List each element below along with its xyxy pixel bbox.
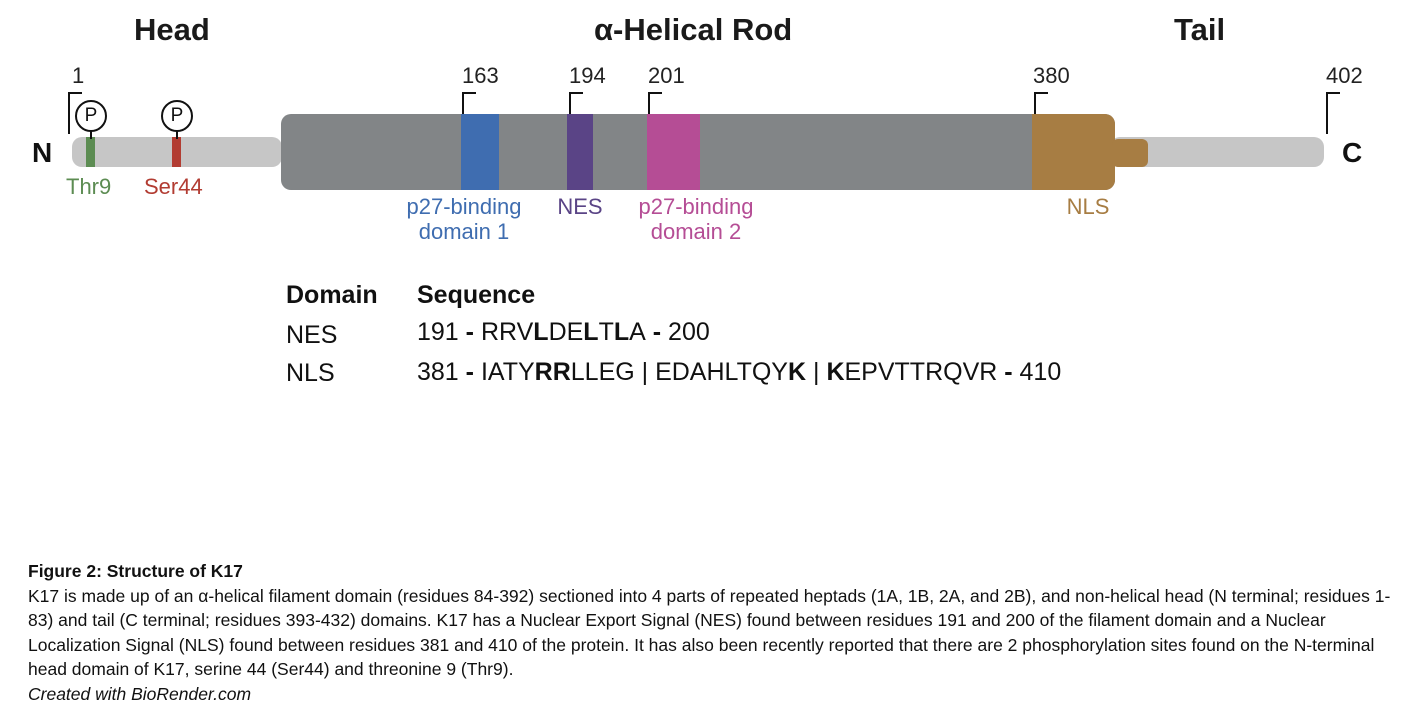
residue-number-163: 163 xyxy=(462,63,499,88)
sequence-residues: | xyxy=(806,358,827,386)
table-row-nes-sequence: 191 - RRVLDELTLA - 200 xyxy=(417,318,710,347)
bracket-201 xyxy=(648,92,662,114)
residue-number-201: 201 xyxy=(648,63,685,88)
caption-title: Figure 2: Structure of K17 xyxy=(28,561,243,581)
sequence-dash: - xyxy=(645,318,669,346)
p27-binding-domain-2-label-line1: p27-binding xyxy=(638,194,754,219)
sequence-end: 200 xyxy=(668,318,710,346)
bracket-380 xyxy=(1034,92,1048,114)
region-label-tail: Tail xyxy=(1174,12,1226,47)
p27-binding-domain-2-label: p27-binding domain 2 xyxy=(626,194,766,244)
residue-number-194: 194 xyxy=(569,63,606,88)
bracket-194 xyxy=(569,92,583,114)
bracket-402 xyxy=(1326,92,1340,134)
sequence-start: 381 xyxy=(417,358,459,386)
table-header-sequence: Sequence xyxy=(417,281,536,309)
sequence-start: 191 xyxy=(417,318,459,346)
sequence-residues: IATY xyxy=(480,358,535,386)
table-row-nes-domain: NES xyxy=(286,321,338,349)
sequence-residues: A xyxy=(629,318,646,346)
nes-label: NES xyxy=(557,194,603,219)
table-row-nls-sequence: 381 - IATYRRLLEG | EDAHLTQYK | KEPVTTRQV… xyxy=(417,358,1061,387)
ser44-stem xyxy=(176,131,178,139)
sequence-key-residue: RR xyxy=(534,358,571,386)
sequence-key-residue: L xyxy=(533,318,549,346)
sequence-residues: DE xyxy=(548,318,584,346)
sequence-key-residue: L xyxy=(583,318,599,346)
n-terminus-label: N xyxy=(32,137,53,168)
ser44-label: Ser44 xyxy=(144,174,203,199)
c-terminus-label: C xyxy=(1342,137,1363,168)
p27-binding-domain-1-label-line2: domain 1 xyxy=(418,219,510,244)
thr9-site-mark xyxy=(86,137,95,167)
sequence-residues: RRV xyxy=(480,318,534,346)
nls-segment xyxy=(1032,114,1115,190)
p27-binding-domain-1-label: p27-binding domain 1 xyxy=(394,194,534,244)
thr9-label: Thr9 xyxy=(66,174,112,199)
table-row-nls-domain: NLS xyxy=(286,359,335,387)
region-label-head: Head xyxy=(134,12,210,47)
sequence-dash: - xyxy=(458,318,481,346)
sequence-residues: T xyxy=(598,318,614,346)
caption-body: K17 is made up of an α-helical filament … xyxy=(28,585,1391,680)
ser44-site-mark xyxy=(172,137,181,167)
figure-caption: Figure 2: Structure of K17 K17 is made u… xyxy=(28,559,1408,706)
sequence-residues: EPVTTRQVR xyxy=(844,358,998,386)
region-label-rod: α-Helical Rod xyxy=(594,12,793,47)
sequence-key-residue: L xyxy=(613,318,630,346)
p27-binding-domain-2-segment xyxy=(647,114,700,190)
nes-segment xyxy=(567,114,593,190)
nls-label: NLS xyxy=(1066,194,1110,219)
thr9-stem xyxy=(90,131,92,139)
bracket-163 xyxy=(462,92,476,114)
sequence-key-residue: K xyxy=(787,358,807,386)
bracket-1 xyxy=(68,92,82,134)
caption-credit: Created with BioRender.com xyxy=(28,683,252,704)
p27-binding-domain-1-segment xyxy=(461,114,499,190)
ser44-phospho-icon: P xyxy=(161,100,193,132)
p27-binding-domain-2-label-line2: domain 2 xyxy=(650,219,742,244)
residue-number-1: 1 xyxy=(72,63,85,88)
sequence-dash: - xyxy=(997,358,1020,386)
table-header-domain: Domain xyxy=(286,281,378,309)
p27-binding-domain-1-label-line1: p27-binding xyxy=(406,194,522,219)
sequence-residues: LLEG | EDAHLTQY xyxy=(570,358,788,386)
residue-number-402: 402 xyxy=(1326,63,1363,88)
nls-extension-segment xyxy=(1112,139,1148,167)
sequence-end: 410 xyxy=(1019,358,1062,386)
thr9-phospho-icon: P xyxy=(75,100,107,132)
sequence-dash: - xyxy=(458,358,481,386)
sequence-key-residue: K xyxy=(826,358,845,386)
residue-number-380: 380 xyxy=(1033,63,1070,88)
